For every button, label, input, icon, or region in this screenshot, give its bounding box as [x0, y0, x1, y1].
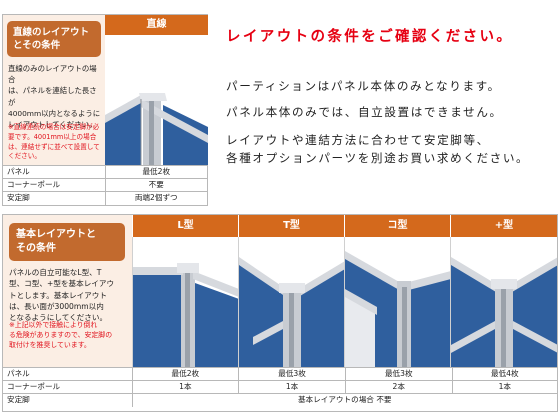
straight-spec-table: パネル 最低2枚 コーナーポール 不要 安定脚 両端2個ずつ [3, 165, 207, 205]
u-type-column: コ型 [344, 215, 450, 367]
stand-note: 基本レイアウトの場合 不要 [132, 393, 557, 407]
row-label-panel: パネル [3, 165, 106, 179]
l-type-panel-image [133, 237, 238, 367]
u-type-header: コ型 [344, 215, 450, 237]
basic-layout-description: パネルの自立可能なL型、T 型、コ型、+型を基本レイアウ トとします。基本レイア… [9, 268, 115, 323]
row-value-panel: 最低2枚 [105, 165, 207, 179]
plus-type-illustration [450, 237, 557, 367]
straight-layout-title: 直線のレイアウト とその条件 [7, 21, 101, 57]
plus-type-pole: 1本 [452, 380, 557, 394]
table-row: コーナーポール 1本 1本 2本 1本 [3, 380, 557, 394]
table-row: 安定脚 両端2個ずつ [3, 191, 207, 205]
straight-layout-side: 直線のレイアウト とその条件 直線のみのレイアウトの場合 は、パネルを連結した長… [3, 15, 105, 165]
basic-layout-spec-table: パネル 最低2枚 最低3枚 最低3枚 最低4枚 コーナーポール 1本 1本 2本… [3, 367, 557, 407]
basic-layout-note: ※上記以外で接触により倒れ る危険がありますので、安定脚の 取付けを推奨していま… [9, 321, 113, 350]
basic-layout-title: 基本レイアウトと その条件 [9, 223, 125, 261]
straight-layout-panel: 直線のレイアウト とその条件 直線のみのレイアウトの場合 は、パネルを連結した長… [2, 14, 208, 206]
table-row: パネル 最低2枚 最低3枚 最低3枚 最低4枚 [3, 367, 557, 381]
conditions-line-3: レイアウトや連結方法に合わせて安定脚等、 [226, 133, 490, 147]
t-type-panel-image [239, 237, 344, 367]
basic-layout-panel: 基本レイアウトと その条件 パネルの自立可能なL型、T 型、コ型、+型を基本レイ… [2, 214, 558, 412]
basic-layout-side: 基本レイアウトと その条件 パネルの自立可能なL型、T 型、コ型、+型を基本レイ… [3, 215, 132, 367]
l-type-column: L型 [132, 215, 238, 367]
straight-layout-note: ※直線連続の場合は安定脚が必 要です。4001mm以上の場合 は、連結せずに並べ… [8, 123, 100, 161]
t-type-header: T型 [238, 215, 344, 237]
straight-panel-image [105, 35, 208, 165]
u-type-illustration [344, 237, 450, 367]
row-label-panel: パネル [3, 367, 133, 381]
row-value-corner-pole: 不要 [105, 178, 207, 192]
row-label-stand: 安定脚 [3, 191, 106, 205]
row-label-corner-pole: コーナーポール [3, 178, 106, 192]
plus-type-panels: 最低4枚 [452, 367, 557, 381]
plus-type-header: +型 [450, 215, 557, 237]
conditions-line-1: パーティションはパネル本体のみとなります。 [226, 79, 501, 93]
l-type-header: L型 [132, 215, 238, 237]
conditions-line-2: パネル本体のみでは、自立設置はできません。 [226, 105, 503, 119]
table-row: パネル 最低2枚 [3, 165, 207, 179]
l-type-panels: 最低2枚 [132, 367, 240, 381]
row-label-corner-pole: コーナーポール [3, 380, 133, 394]
l-type-pole: 1本 [132, 380, 240, 394]
conditions-title: レイアウトの条件をご確認ください。 [226, 29, 514, 45]
row-value-stand: 両端2個ずつ [105, 191, 207, 205]
table-row: 安定脚 基本レイアウトの場合 不要 [3, 393, 557, 407]
conditions-line-4: 各種オプションパーツを別途お買い求めください。 [226, 151, 530, 165]
table-row: コーナーポール 不要 [3, 178, 207, 192]
t-type-illustration [238, 237, 344, 367]
u-type-panel-image [345, 237, 450, 367]
t-type-pole: 1本 [238, 380, 346, 394]
straight-column-header: 直線 [105, 15, 208, 35]
l-type-illustration [132, 237, 238, 367]
straight-layout-illustration [105, 35, 208, 165]
u-type-panels: 最低3枚 [345, 367, 453, 381]
u-type-pole: 2本 [345, 380, 453, 394]
plus-type-panel-image [451, 237, 557, 367]
plus-type-column: +型 [450, 215, 557, 367]
t-type-panels: 最低3枚 [238, 367, 346, 381]
row-label-stand: 安定脚 [3, 393, 133, 407]
straight-layout-description: 直線のみのレイアウトの場合 は、パネルを連結した長さが 4000mm以内となるよ… [8, 64, 101, 130]
t-type-column: T型 [238, 215, 344, 367]
